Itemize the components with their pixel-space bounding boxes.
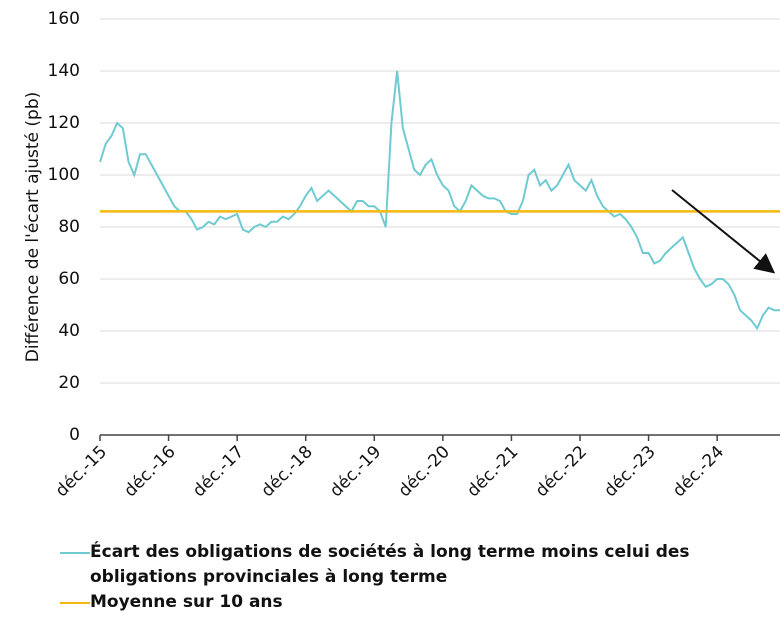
legend-item: Moyenne sur 10 ans (60, 590, 760, 615)
chart: Différence de l'écart ajusté (pb) 0 20 40 6… (23, 9, 780, 501)
legend-label: Moyenne sur 10 ans (90, 592, 283, 612)
x-tick-label: déc.-22 (532, 442, 591, 501)
x-tick-label: déc.-17 (189, 442, 248, 501)
y-tick-label: 80 (58, 217, 80, 237)
y-tick-label: 140 (48, 61, 80, 81)
y-tick-label: 40 (58, 321, 80, 341)
y-tick-label: 160 (48, 9, 80, 29)
legend-item: Écart des obligations de sociétés à long… (60, 540, 760, 590)
x-tick-label: déc.-21 (463, 442, 522, 501)
series-line (99, 70, 780, 331)
y-tick-label: 60 (58, 269, 80, 289)
x-tick-label: déc.-15 (52, 442, 111, 501)
legend-swatch (60, 552, 90, 554)
legend-label: Écart des obligations de sociétés à long… (90, 542, 690, 587)
trend-arrow (671, 189, 776, 274)
x-tick-label: déc.-20 (395, 442, 454, 501)
y-tick-label: 100 (48, 165, 80, 185)
x-tick-label: déc.-24 (669, 442, 728, 501)
x-tick-label: déc.-18 (258, 442, 317, 501)
x-tick-label: déc.-16 (120, 442, 179, 501)
y-axis-label: Différence de l'écart ajusté (pb) (23, 92, 43, 363)
y-tick-label: 20 (58, 373, 80, 393)
x-tick-label: déc.-23 (600, 442, 659, 501)
x-tick-label: déc.-19 (326, 442, 385, 501)
legend-swatch (60, 602, 90, 604)
y-tick-label: 0 (69, 425, 80, 445)
y-tick-label: 120 (48, 113, 80, 133)
